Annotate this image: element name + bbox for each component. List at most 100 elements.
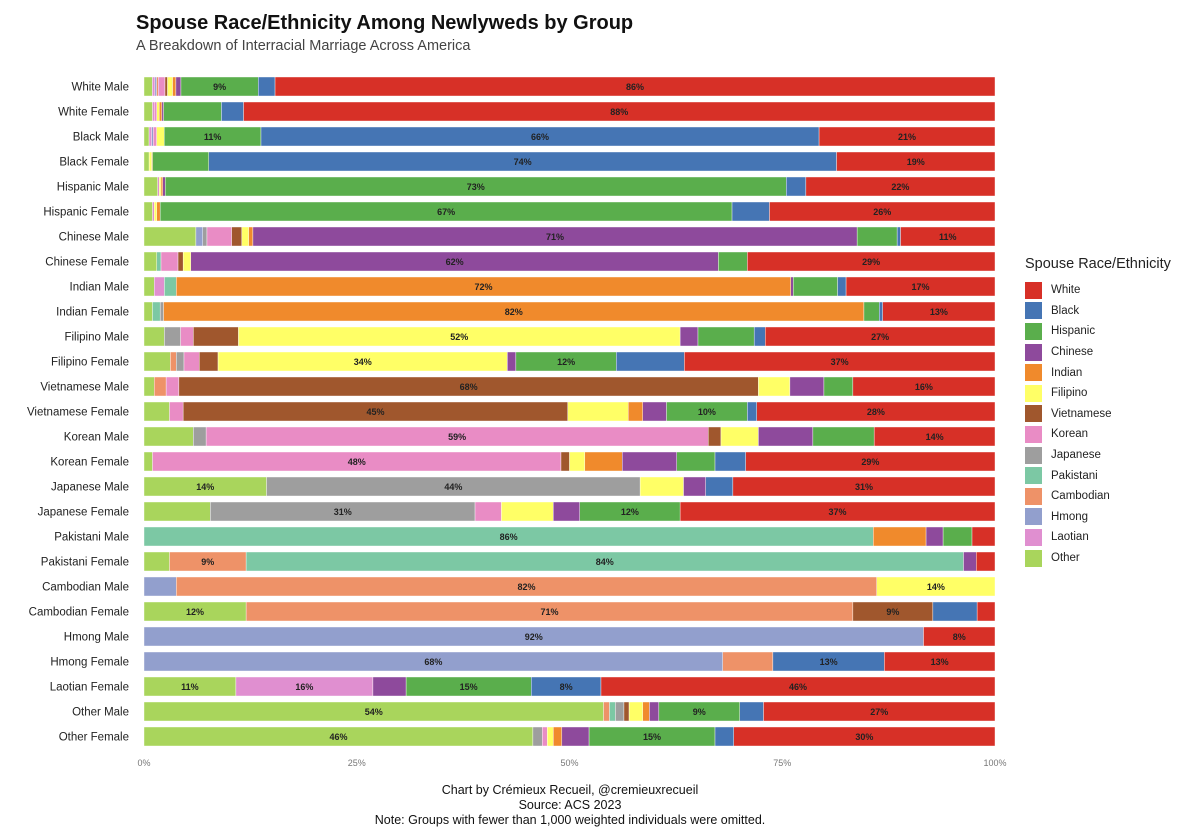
bar-data-label-laotian-female-other: 11% xyxy=(181,682,199,692)
category-label-indian-male: Indian Male xyxy=(70,282,129,294)
bar-row-japanese-female: Japanese Female 31% 12% 37% xyxy=(38,501,996,522)
bar-segment-indian-female-pakistani xyxy=(152,301,161,322)
bar-segment-korean-female-black xyxy=(714,451,746,472)
bar-data-label-other-female-white: 30% xyxy=(855,732,873,742)
legend-label-hmong: Hmong xyxy=(1051,510,1089,523)
category-label-other-male: Other Male xyxy=(72,707,129,719)
legend-label-black: Black xyxy=(1051,304,1080,317)
bar-segment-white-male-cambodian xyxy=(156,76,159,97)
bar-segment-white-male-white xyxy=(274,76,996,97)
category-label-filipino-male: Filipino Male xyxy=(64,332,129,344)
legend-item-vietnamese: Vietnamese xyxy=(1025,404,1171,425)
bar-segment-filipino-male-hispanic xyxy=(697,326,755,347)
bar-segment-hispanic-male-indian xyxy=(160,176,163,197)
bar-row-vietnamese-male: Vietnamese Male 68% 16% xyxy=(40,376,996,397)
caption-credit: Chart by Crémieux Recueil, @cremieuxrecu… xyxy=(441,783,699,797)
legend-label-filipino: Filipino xyxy=(1051,387,1088,400)
bar-segment-korean-female-chinese xyxy=(622,451,677,472)
bar-data-label-other-female-other: 46% xyxy=(329,732,347,742)
bar-segment-japanese-female-chinese xyxy=(553,501,580,522)
bar-segment-hispanic-male-chinese xyxy=(162,176,166,197)
bar-segment-pakistani-female-other xyxy=(143,551,170,572)
bar-data-label-indian-female-white: 13% xyxy=(930,307,948,317)
bar-row-pakistani-female: Pakistani Female 9% 84% xyxy=(41,551,996,572)
bar-row-indian-male: Indian Male 72% 17% xyxy=(70,276,996,297)
bar-segment-other-female-filipino xyxy=(547,726,554,747)
bar-segment-vietnamese-male-hispanic xyxy=(823,376,854,397)
category-label-vietnamese-male: Vietnamese Male xyxy=(40,382,129,394)
bar-data-label-other-female-hispanic: 15% xyxy=(643,732,661,742)
bar-row-cambodian-male: Cambodian Male 82% 14% xyxy=(42,576,996,597)
bar-data-label-hispanic-female-white: 26% xyxy=(873,207,891,217)
bar-segment-indian-male-black xyxy=(837,276,847,297)
bar-segment-japanese-male-filipino xyxy=(639,476,684,497)
bar-segment-korean-female-hispanic xyxy=(676,451,716,472)
bar-segment-indian-female-japanese xyxy=(159,301,164,322)
bar-segment-filipino-female-other xyxy=(143,351,171,372)
bar-data-label-hmong-female-hmong: 68% xyxy=(424,657,442,667)
bar-segment-vietnamese-female-chinese xyxy=(642,401,667,422)
bar-row-pakistani-male: Pakistani Male 86% xyxy=(54,526,996,547)
bar-segment-indian-female-hispanic xyxy=(863,301,880,322)
bar-segment-indian-male-white xyxy=(845,276,996,297)
bar-segment-japanese-male-white xyxy=(732,476,996,497)
bar-segment-hispanic-female-white xyxy=(769,201,996,222)
bar-data-label-indian-female-indian: 82% xyxy=(505,307,523,317)
bar-segment-korean-female-other xyxy=(143,451,153,472)
bar-segment-white-male-other xyxy=(143,76,153,97)
bar-data-label-chinese-male-chinese: 71% xyxy=(546,232,564,242)
bar-segment-black-female-white xyxy=(836,151,996,172)
bar-segment-hispanic-male-other xyxy=(143,176,158,197)
bar-segment-cambodian-male-filipino xyxy=(876,576,996,597)
bar-segment-chinese-female-filipino xyxy=(182,251,192,272)
bar-row-cambodian-female: Cambodian Female 12% 71% 9% xyxy=(29,601,996,622)
bar-data-label-korean-female-korean: 48% xyxy=(348,457,366,467)
bar-data-label-vietnamese-male-vietnamese: 68% xyxy=(460,382,478,392)
bar-segment-japanese-male-black xyxy=(705,476,734,497)
bar-segment-chinese-male-japanese xyxy=(202,226,208,247)
legend-swatch-hmong xyxy=(1025,508,1042,526)
bar-segment-chinese-male-hispanic xyxy=(856,226,898,247)
category-label-black-female: Black Female xyxy=(59,157,129,169)
bar-data-label-hmong-female-black: 13% xyxy=(820,657,838,667)
bar-segment-other-female-black xyxy=(714,726,734,747)
bar-segment-korean-male-japanese xyxy=(193,426,207,447)
bar-data-label-hispanic-female-hispanic: 67% xyxy=(437,207,455,217)
bar-segment-white-male-hmong xyxy=(154,76,157,97)
bar-segment-cambodian-male-hmong xyxy=(143,576,177,597)
bar-segment-korean-male-filipino xyxy=(720,426,759,447)
legend-item-black: Black xyxy=(1025,301,1171,322)
bar-data-label-filipino-female-filipino: 34% xyxy=(354,357,372,367)
category-label-hispanic-female: Hispanic Female xyxy=(43,207,129,219)
bar-segment-filipino-male-white xyxy=(765,326,996,347)
bar-data-label-japanese-female-white: 37% xyxy=(829,507,847,517)
bar-data-label-japanese-female-japanese: 31% xyxy=(334,507,352,517)
bar-segment-vietnamese-female-filipino xyxy=(567,401,629,422)
legend-items: White Black Hispanic Chinese Indian Filipino V… xyxy=(1025,280,1171,568)
bar-segment-hispanic-female-indian xyxy=(156,201,161,222)
bar-data-label-pakistani-male-pakistani: 86% xyxy=(500,532,518,542)
bar-data-label-laotian-female-hispanic: 15% xyxy=(460,682,478,692)
bar-segment-hispanic-male-white xyxy=(805,176,996,197)
category-label-vietnamese-female: Vietnamese Female xyxy=(27,407,129,419)
bar-segment-vietnamese-female-white xyxy=(756,401,996,422)
legend-item-white: White xyxy=(1025,280,1171,301)
bar-segment-chinese-male-black xyxy=(896,226,901,247)
bar-segment-indian-female-white xyxy=(882,301,996,322)
bar-data-label-indian-male-indian: 72% xyxy=(475,282,493,292)
bar-row-chinese-male: Chinese Male 71% 11% xyxy=(59,226,996,247)
bar-data-label-japanese-male-white: 31% xyxy=(855,482,873,492)
bar-data-label-chinese-female-chinese: 62% xyxy=(446,257,464,267)
bar-segment-hispanic-female-black xyxy=(731,201,770,222)
bar-segment-filipino-female-japanese xyxy=(176,351,185,372)
bar-segment-white-female-other xyxy=(143,101,153,122)
bar-segment-korean-female-white xyxy=(745,451,996,472)
bar-segment-black-male-laotian xyxy=(148,126,152,147)
bar-segment-cambodian-female-black xyxy=(932,601,978,622)
bar-data-label-cambodian-female-other: 12% xyxy=(186,607,204,617)
bar-data-label-white-female-white: 88% xyxy=(610,107,628,117)
bar-segment-chinese-female-white xyxy=(747,251,996,272)
bar-segment-vietnamese-male-filipino xyxy=(758,376,791,397)
bar-segment-other-male-japanese xyxy=(615,701,625,722)
bar-segment-other-female-chinese xyxy=(561,726,590,747)
